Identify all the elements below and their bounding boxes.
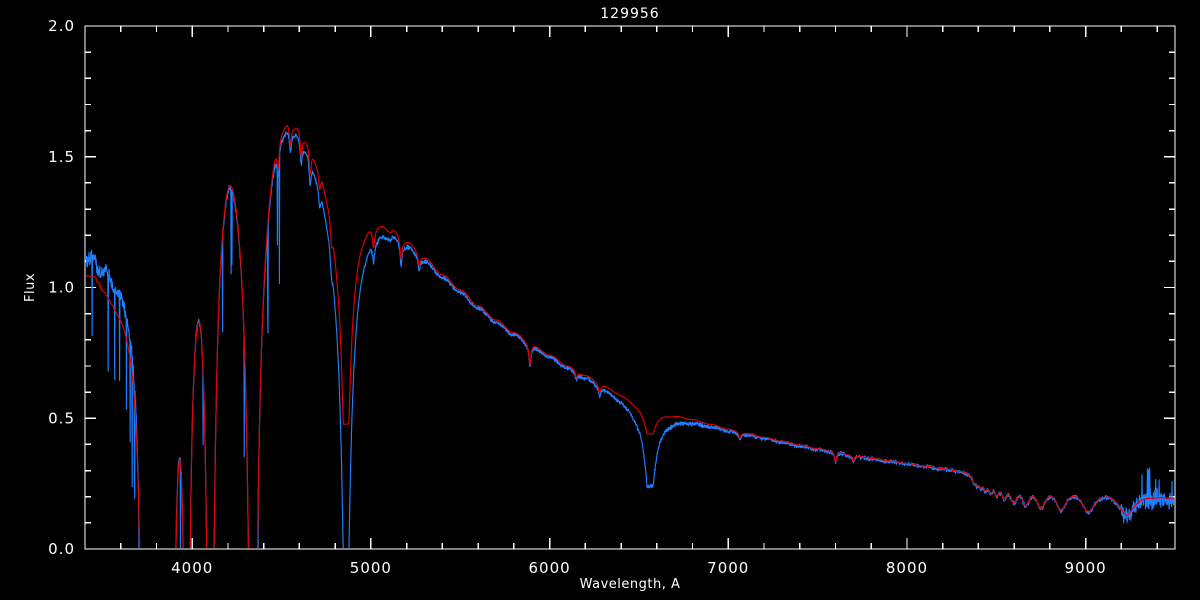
y-tick-label: 0.0 — [48, 540, 75, 558]
x-tick-label: 6000 — [528, 559, 570, 577]
tick-marks-group — [84, 25, 1175, 550]
x-tick-label: 4000 — [171, 559, 213, 577]
x-tick-label: 9000 — [1065, 559, 1107, 577]
data-series-group — [86, 125, 1174, 548]
y-tick-label: 0.5 — [48, 409, 75, 427]
x-tick-label: 7000 — [707, 559, 749, 577]
chart-title: 129956 — [600, 6, 659, 22]
x-axis-title: Wavelength, A — [580, 577, 681, 592]
y-tick-label: 1.0 — [48, 279, 75, 297]
y-tick-label: 1.5 — [48, 148, 75, 166]
x-tick-label: 5000 — [350, 559, 392, 577]
model-spectrum-line — [86, 125, 1174, 548]
tick-labels-group: 4000 5000 6000 7000 8000 9000 0.0 0.5 1.0 1.5 2.0 — [48, 17, 1107, 577]
x-tick-label: 8000 — [886, 559, 928, 577]
y-axis-title: Flux — [23, 273, 38, 302]
y-tick-label: 2.0 — [48, 17, 75, 35]
